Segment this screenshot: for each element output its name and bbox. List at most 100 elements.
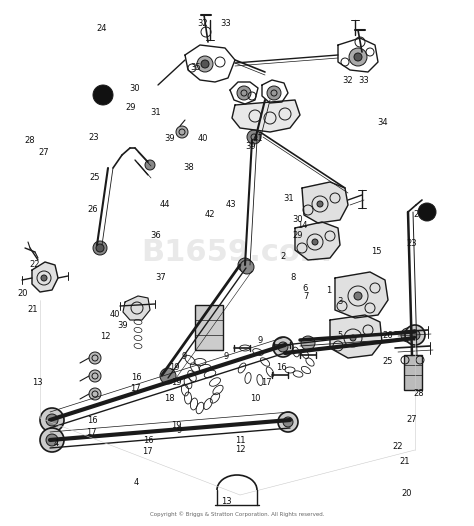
Text: 24: 24 [413, 210, 424, 219]
Text: 7: 7 [303, 291, 309, 301]
Text: 3: 3 [337, 297, 343, 306]
Circle shape [317, 201, 323, 207]
Circle shape [160, 368, 176, 384]
Text: 13: 13 [32, 378, 42, 388]
Text: 34: 34 [378, 118, 388, 127]
Circle shape [410, 330, 420, 340]
Text: 9: 9 [257, 336, 263, 346]
Circle shape [93, 85, 113, 105]
Bar [404, 355, 422, 390]
Polygon shape [123, 296, 150, 320]
Text: 21: 21 [399, 457, 410, 467]
Text: 43: 43 [226, 199, 237, 209]
Text: 44: 44 [160, 199, 170, 209]
Text: 8: 8 [290, 273, 296, 282]
Text: 4: 4 [134, 478, 139, 488]
Circle shape [283, 417, 293, 427]
Text: 30: 30 [129, 84, 139, 93]
Text: 42: 42 [205, 210, 215, 219]
Text: 33: 33 [220, 19, 231, 28]
Polygon shape [335, 272, 388, 318]
Text: 20: 20 [18, 289, 28, 298]
Circle shape [176, 126, 188, 138]
Text: 17: 17 [86, 428, 97, 437]
Text: 19: 19 [172, 420, 182, 430]
Text: 39: 39 [164, 134, 175, 143]
Text: B1659.com: B1659.com [142, 238, 332, 267]
Text: 40: 40 [110, 310, 120, 319]
Text: 25: 25 [383, 357, 393, 367]
Circle shape [418, 203, 436, 221]
Circle shape [40, 408, 64, 432]
Text: 16: 16 [88, 416, 98, 426]
Text: 21: 21 [27, 305, 37, 314]
Text: 26: 26 [88, 205, 98, 214]
Circle shape [40, 428, 64, 452]
Text: 1: 1 [326, 286, 331, 296]
Text: 24: 24 [97, 24, 107, 34]
Circle shape [41, 275, 47, 281]
Circle shape [237, 86, 251, 100]
Text: 37: 37 [155, 273, 165, 282]
Text: 12: 12 [236, 445, 246, 454]
Circle shape [89, 352, 101, 364]
Circle shape [89, 370, 101, 382]
Circle shape [312, 239, 318, 245]
Text: 31: 31 [283, 194, 293, 204]
Text: 15: 15 [371, 247, 381, 256]
Text: 19: 19 [172, 378, 182, 388]
Text: 31: 31 [150, 107, 161, 117]
Circle shape [405, 325, 425, 345]
Circle shape [89, 388, 101, 400]
Text: 11: 11 [236, 436, 246, 446]
Text: 32: 32 [342, 76, 353, 85]
Circle shape [354, 53, 362, 61]
Text: 6: 6 [302, 284, 308, 293]
Text: 18: 18 [164, 394, 175, 403]
Text: 9: 9 [224, 352, 229, 361]
Text: 17: 17 [142, 447, 152, 456]
Text: 26: 26 [383, 331, 393, 340]
Circle shape [401, 328, 415, 342]
Text: 2: 2 [281, 252, 286, 261]
Text: 38: 38 [183, 163, 194, 172]
Text: 39: 39 [245, 141, 255, 151]
Text: 20: 20 [401, 489, 412, 498]
Text: 25: 25 [90, 173, 100, 183]
Circle shape [93, 241, 107, 255]
Text: 16: 16 [276, 362, 286, 372]
Text: 30: 30 [292, 215, 303, 225]
Circle shape [201, 60, 209, 68]
Text: 23: 23 [89, 133, 99, 143]
Text: 29: 29 [292, 231, 303, 240]
Text: 5: 5 [337, 331, 343, 340]
Circle shape [301, 336, 315, 350]
Text: 13: 13 [221, 497, 232, 506]
Text: 9: 9 [181, 352, 187, 361]
Text: 35: 35 [191, 63, 201, 72]
Circle shape [350, 335, 356, 341]
Polygon shape [302, 182, 348, 223]
Circle shape [238, 258, 252, 272]
Text: Copyright © Briggs & Stratton Corporation. All Rights reserved.: Copyright © Briggs & Stratton Corporatio… [150, 511, 324, 517]
Text: 28: 28 [25, 136, 35, 146]
Text: 32: 32 [197, 19, 208, 28]
Circle shape [46, 434, 58, 446]
Circle shape [247, 130, 261, 144]
Polygon shape [330, 315, 382, 358]
Text: 36: 36 [150, 231, 161, 240]
Text: 33: 33 [359, 76, 369, 85]
Circle shape [197, 56, 213, 72]
Bar [195, 305, 223, 350]
Text: 12: 12 [100, 332, 110, 341]
Text: 23: 23 [406, 239, 417, 248]
Text: 39: 39 [117, 320, 128, 330]
Text: 29: 29 [125, 103, 136, 113]
Circle shape [46, 414, 58, 426]
Text: 9: 9 [176, 426, 182, 435]
Text: 16: 16 [143, 436, 154, 446]
Circle shape [354, 292, 362, 300]
Text: 41: 41 [252, 134, 263, 143]
Circle shape [278, 412, 298, 432]
Circle shape [349, 48, 367, 66]
